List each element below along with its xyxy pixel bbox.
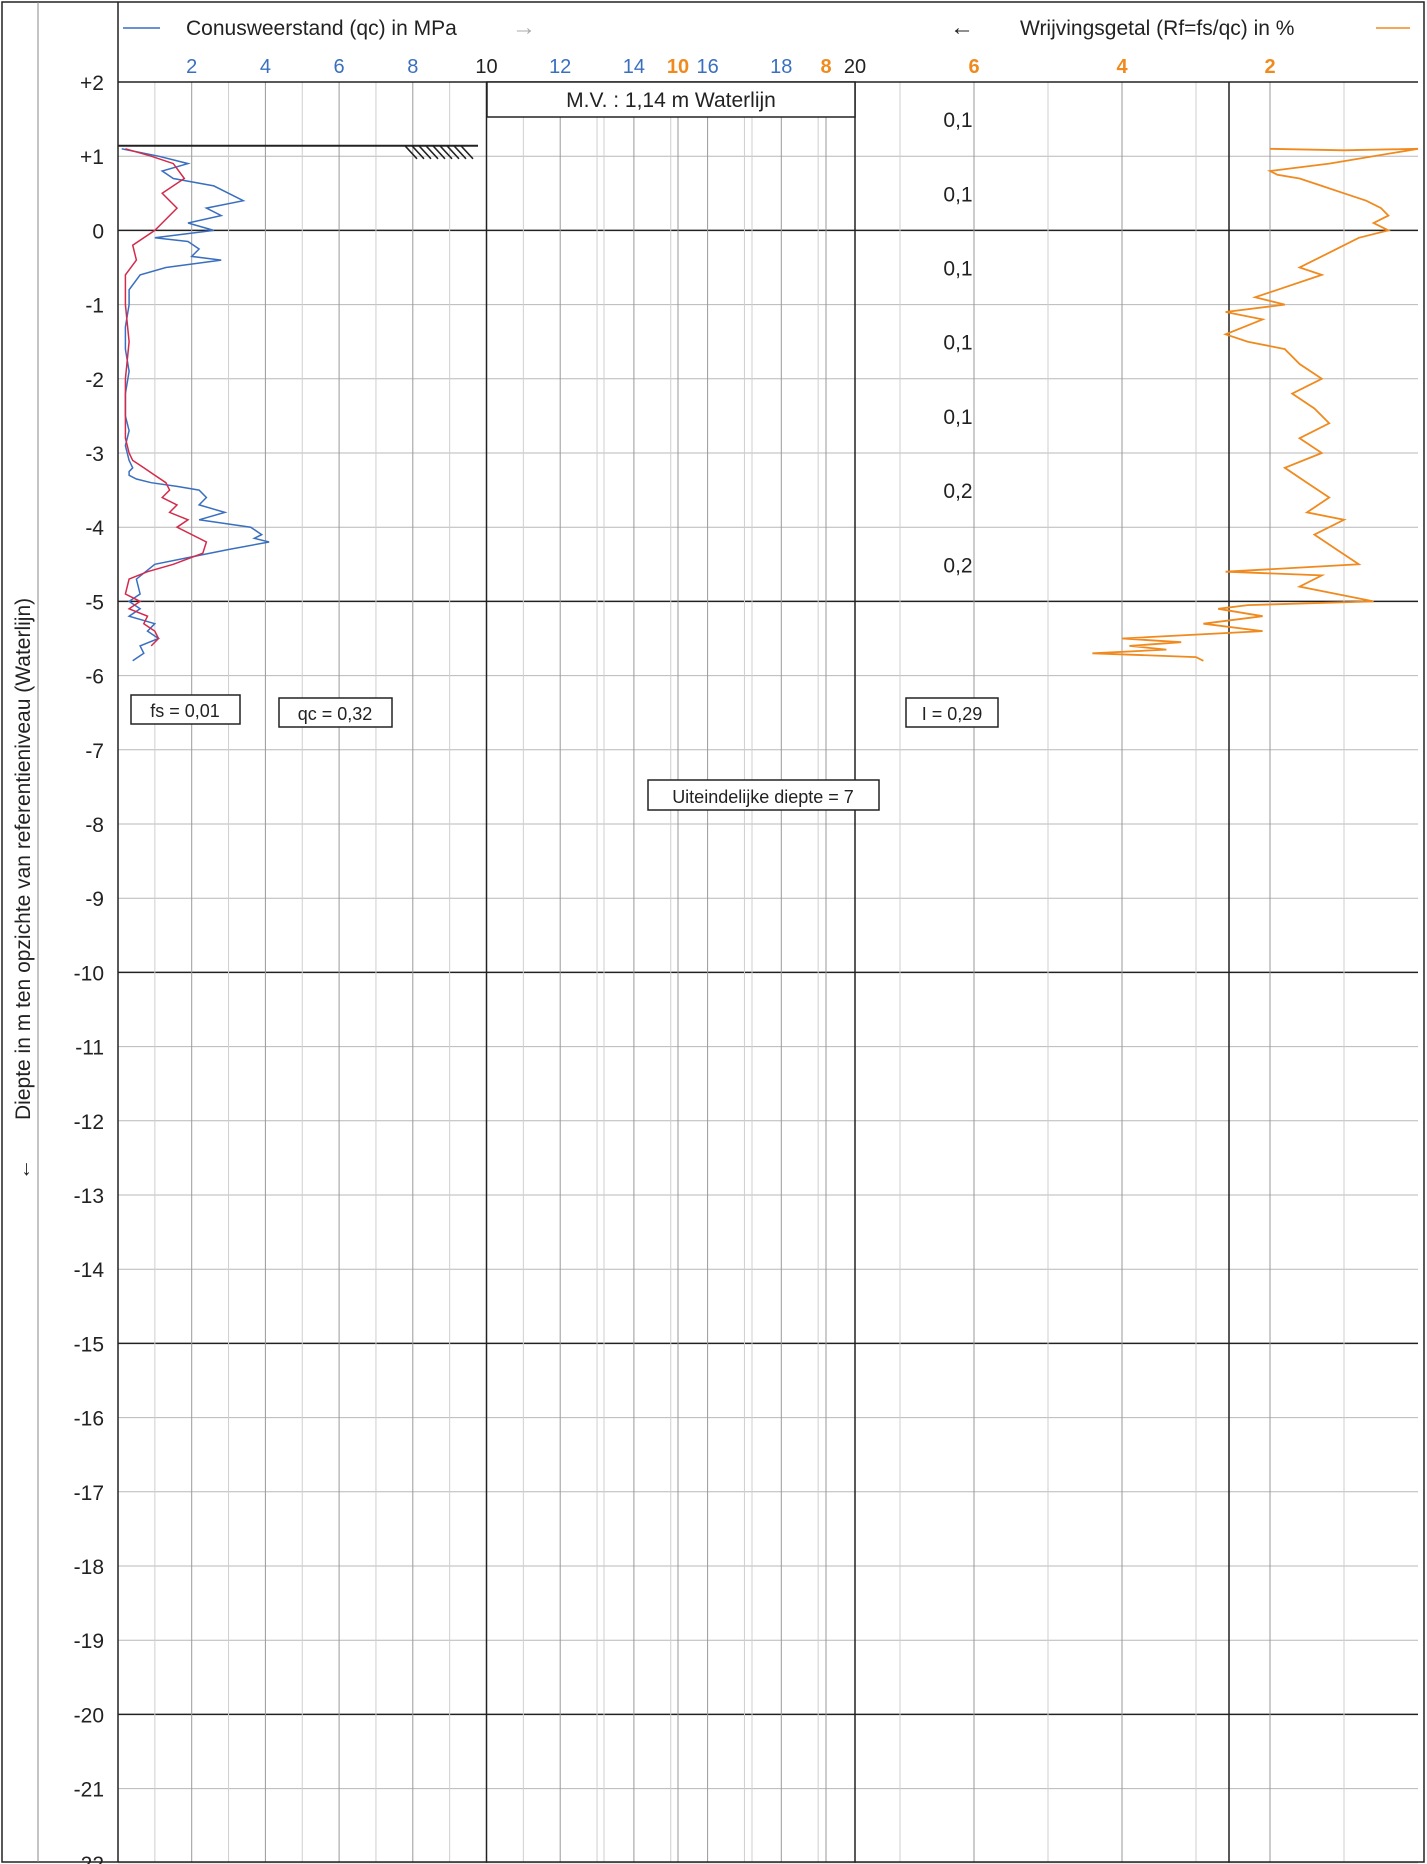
ground-hatch xyxy=(432,145,446,160)
qc-tick-label: 18 xyxy=(770,56,792,78)
friction-value-label: 0,1 xyxy=(943,109,972,132)
y-tick-label: -4 xyxy=(85,517,104,540)
qc-tick-label: 2 xyxy=(186,56,197,78)
y-tick-label: -16 xyxy=(74,1408,104,1431)
mv-box-frame xyxy=(486,81,856,118)
y-tick-label: -15 xyxy=(74,1333,104,1356)
y-tick-label: -19 xyxy=(74,1630,104,1653)
y-tick-label: -8 xyxy=(85,814,104,837)
y-tick-label: -9 xyxy=(85,888,104,911)
y-axis-title: Diepte in m ten opzichte van referentien… xyxy=(12,598,35,1120)
y-tick-label: -22 xyxy=(74,1853,104,1864)
qc-tick-label: 6 xyxy=(334,56,345,78)
friction-value-label: 0,2 xyxy=(943,480,972,503)
y-tick-label: -5 xyxy=(85,591,104,614)
grid-layer xyxy=(118,82,1418,1864)
y-tick-label: -7 xyxy=(85,740,104,763)
qc-tick-label: 16 xyxy=(696,56,718,78)
y-tick-label: 0 xyxy=(92,220,104,243)
ground-hatch xyxy=(411,145,425,160)
series-rf-line xyxy=(1092,147,1419,662)
ground-hatch xyxy=(460,145,474,160)
ground-hatch xyxy=(425,145,439,160)
qc-tick-label: 20 xyxy=(844,56,866,78)
y-tick-label: -1 xyxy=(85,295,104,318)
y-tick-label: -6 xyxy=(85,666,104,689)
y-tick-label: -14 xyxy=(74,1259,105,1282)
rf-axis-title: Wrijvingsgetal (Rf=fs/qc) in % xyxy=(1020,17,1294,40)
fs-box-label: fs = 0,01 xyxy=(150,701,220,721)
rf-tick-label: 4 xyxy=(1116,56,1128,78)
ground-hatch xyxy=(404,145,418,160)
y-tick-label: -20 xyxy=(74,1704,104,1727)
final-depth-box-frame xyxy=(647,779,880,811)
qc-box-label: qc = 0,32 xyxy=(298,704,373,724)
qc-tick-label: 12 xyxy=(549,56,571,78)
rf-tick-label: 6 xyxy=(968,56,979,78)
y-axis-arrow-icon: ← xyxy=(12,1159,35,1180)
y-tick-label: -17 xyxy=(74,1482,104,1505)
friction-value-label: 0,1 xyxy=(943,258,972,281)
y-tick-label: +1 xyxy=(80,146,104,169)
qc-tick-label: 8 xyxy=(407,56,418,78)
label-layer: Conusweerstand (qc) in MPa → ← Wrijvings… xyxy=(12,14,1410,1864)
series-layer xyxy=(121,147,1419,662)
ground-hatch xyxy=(446,145,460,160)
friction-value-label: 0,1 xyxy=(943,406,972,429)
rf-tick-label: 10 xyxy=(667,56,689,78)
qc-tick-label: 14 xyxy=(623,56,645,78)
series-fs-line xyxy=(124,148,208,647)
friction-value-label: 0,1 xyxy=(943,183,972,206)
qc-axis-title: Conusweerstand (qc) in MPa xyxy=(186,17,457,40)
qc-tick-label: 4 xyxy=(260,56,271,78)
i-box-frame xyxy=(905,697,999,728)
fs-box-frame xyxy=(130,694,241,725)
rf-tick-label: 2 xyxy=(1264,56,1275,78)
y-tick-label: -21 xyxy=(74,1779,104,1802)
y-tick-label: -13 xyxy=(74,1185,104,1208)
y-tick-label: -11 xyxy=(75,1037,104,1060)
y-tick-label: -2 xyxy=(85,369,104,392)
i-box-label: I = 0,29 xyxy=(922,704,983,724)
friction-value-label: 0,2 xyxy=(943,554,972,577)
mv-box-label: M.V. : 1,14 m Waterlijn xyxy=(566,89,776,112)
rf-tick-label: 8 xyxy=(820,56,831,78)
y-tick-label: -3 xyxy=(85,443,104,466)
final-depth-box-label: Uiteindelijke diepte = 7 xyxy=(672,787,854,807)
y-tick-label: -12 xyxy=(74,1111,104,1134)
qc-arrow-icon: → xyxy=(512,14,536,41)
y-tick-label: -18 xyxy=(74,1556,104,1579)
ground-hatch xyxy=(453,145,467,160)
y-tick-label: +2 xyxy=(80,72,104,95)
friction-value-label: 0,1 xyxy=(943,332,972,355)
qc-tick-label: 10 xyxy=(475,56,497,78)
y-tick-label: -10 xyxy=(74,962,104,985)
qc-box-frame xyxy=(278,697,393,728)
rf-arrow-icon: ← xyxy=(950,14,974,41)
series-qc-line xyxy=(121,148,270,662)
ground-hatch xyxy=(418,145,432,160)
ground-hatch xyxy=(439,145,453,160)
